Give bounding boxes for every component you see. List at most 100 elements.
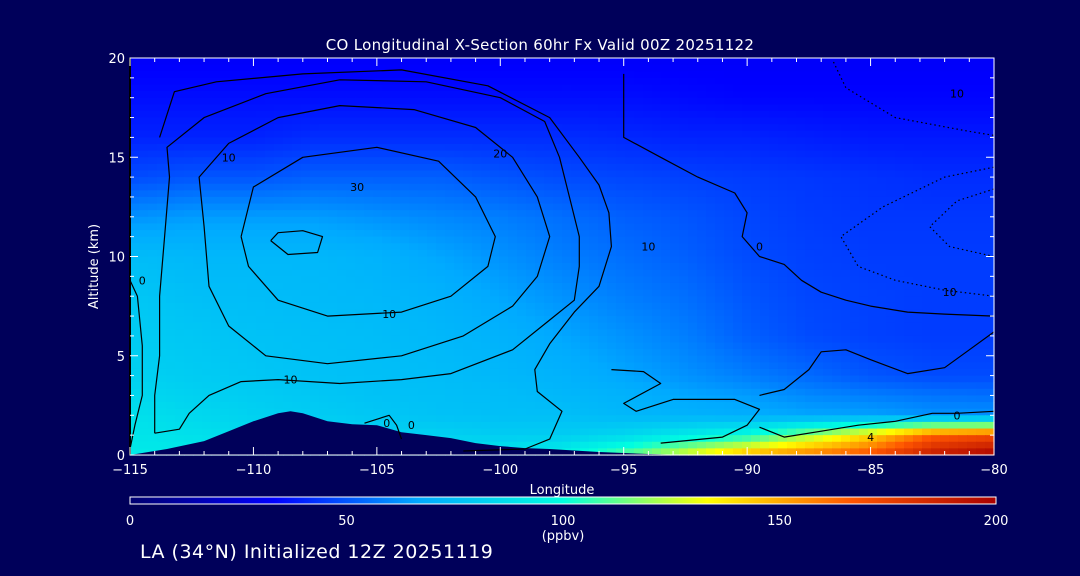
- co-cell: [526, 157, 536, 165]
- co-cell: [553, 130, 563, 138]
- co-cell: [256, 269, 266, 277]
- co-cell: [598, 110, 608, 119]
- co-cell: [580, 77, 590, 86]
- co-cell: [922, 302, 932, 311]
- co-cell: [814, 110, 824, 119]
- co-cell: [661, 64, 671, 72]
- co-cell: [760, 382, 770, 390]
- co-cell: [967, 64, 977, 72]
- co-cell: [616, 368, 626, 377]
- co-cell: [688, 210, 698, 218]
- co-cell: [337, 302, 347, 311]
- co-cell: [247, 150, 257, 158]
- co-cell: [598, 375, 608, 383]
- co-cell: [418, 177, 428, 185]
- co-cell: [526, 375, 536, 383]
- co-cell: [445, 316, 455, 324]
- co-cell: [895, 124, 905, 132]
- co-cell: [958, 84, 968, 92]
- co-cell: [625, 163, 635, 172]
- co-cell: [391, 302, 401, 311]
- co-cell: [553, 77, 563, 86]
- co-cell: [715, 110, 725, 119]
- co-cell: [814, 368, 824, 377]
- co-cell: [931, 77, 941, 86]
- co-cell: [706, 256, 716, 264]
- co-cell: [427, 309, 437, 317]
- co-cell: [778, 110, 788, 119]
- co-cell: [148, 302, 158, 311]
- co-cell: [580, 395, 590, 403]
- co-cell: [670, 216, 680, 225]
- co-cell: [472, 163, 482, 172]
- co-cell: [760, 243, 770, 251]
- co-cell: [130, 243, 140, 251]
- co-cell: [481, 104, 491, 112]
- co-cell: [544, 71, 554, 79]
- co-cell: [823, 216, 833, 225]
- co-cell: [850, 236, 860, 244]
- co-cell: [715, 388, 725, 397]
- co-cell: [670, 322, 680, 330]
- co-cell: [742, 110, 752, 119]
- co-cell: [472, 282, 482, 291]
- co-cell: [913, 137, 923, 145]
- co-cell: [850, 124, 860, 132]
- co-cell: [535, 97, 545, 105]
- co-cell: [661, 362, 671, 370]
- co-cell: [625, 117, 635, 125]
- co-cell: [661, 71, 671, 79]
- co-cell: [778, 316, 788, 324]
- co-cell: [517, 91, 527, 99]
- co-cell: [283, 58, 293, 66]
- co-cell: [472, 157, 482, 165]
- co-cell: [130, 223, 140, 231]
- co-cell: [157, 256, 167, 264]
- co-cell: [292, 309, 302, 317]
- co-cell: [751, 183, 761, 191]
- co-cell: [139, 117, 149, 125]
- co-cell: [580, 144, 590, 152]
- co-cell: [769, 190, 779, 198]
- co-cell: [643, 183, 653, 191]
- co-cell: [436, 91, 446, 99]
- co-cell: [445, 58, 455, 66]
- co-cell: [913, 296, 923, 304]
- co-cell: [274, 263, 284, 271]
- co-cell: [823, 104, 833, 112]
- co-cell: [877, 322, 887, 330]
- co-cell: [859, 296, 869, 304]
- co-cell: [931, 150, 941, 158]
- co-cell: [841, 368, 851, 377]
- co-cell: [607, 289, 617, 297]
- co-cell: [922, 316, 932, 324]
- co-cell: [373, 322, 383, 330]
- co-cell: [193, 144, 203, 152]
- co-cell: [778, 368, 788, 377]
- co-cell: [904, 263, 914, 271]
- co-cell: [247, 124, 257, 132]
- co-cell: [499, 230, 509, 238]
- co-cell: [238, 210, 248, 218]
- co-cell: [643, 249, 653, 258]
- co-cell: [850, 375, 860, 383]
- co-cell: [832, 316, 842, 324]
- co-cell: [661, 223, 671, 231]
- co-cell: [301, 84, 311, 92]
- co-cell: [922, 183, 932, 191]
- co-cell: [679, 91, 689, 99]
- co-cell: [796, 302, 806, 311]
- co-cell: [274, 322, 284, 330]
- co-cell: [499, 190, 509, 198]
- co-cell: [454, 368, 464, 377]
- co-cell: [175, 163, 185, 172]
- co-cell: [499, 71, 509, 79]
- co-cell: [319, 230, 329, 238]
- co-cell: [985, 170, 995, 178]
- co-cell: [409, 144, 419, 152]
- co-cell: [643, 137, 653, 145]
- co-cell: [607, 282, 617, 291]
- co-cell: [733, 289, 743, 297]
- co-cell: [418, 64, 428, 72]
- co-cell: [265, 309, 275, 317]
